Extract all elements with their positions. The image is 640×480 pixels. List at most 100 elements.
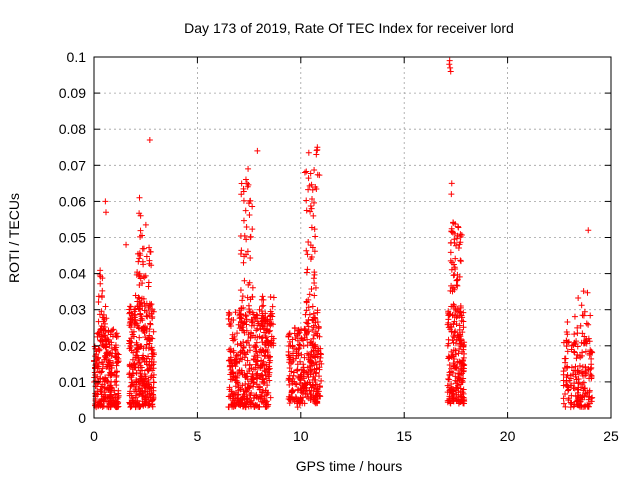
- data-point: [140, 295, 147, 302]
- y-tick-label: 0: [78, 410, 86, 426]
- data-point: [316, 383, 323, 390]
- data-point: [228, 360, 235, 367]
- data-point: [235, 401, 242, 408]
- data-point: [316, 358, 323, 365]
- data-point: [127, 318, 134, 325]
- data-point: [252, 314, 259, 321]
- data-point: [310, 324, 317, 331]
- data-point: [96, 311, 103, 318]
- data-point: [304, 266, 311, 273]
- data-point: [312, 392, 319, 399]
- data-point: [245, 331, 252, 338]
- data-point: [146, 402, 153, 409]
- data-point: [570, 385, 577, 392]
- data-point: [133, 348, 140, 355]
- data-point: [304, 251, 311, 258]
- data-point: [126, 306, 133, 313]
- data-point: [240, 185, 247, 192]
- data-point: [295, 386, 302, 393]
- data-point: [445, 336, 452, 343]
- data-point: [568, 392, 575, 399]
- data-point: [579, 330, 586, 337]
- data-point: [258, 398, 265, 405]
- data-point: [575, 379, 582, 386]
- data-point: [95, 293, 102, 300]
- data-point: [113, 403, 120, 410]
- data-point: [240, 217, 247, 224]
- data-point: [285, 333, 292, 340]
- data-point: [135, 305, 142, 312]
- data-point: [303, 207, 310, 214]
- data-point: [102, 344, 109, 351]
- data-point: [578, 302, 585, 309]
- data-point: [139, 393, 146, 400]
- data-point: [452, 255, 459, 262]
- data-point: [307, 256, 314, 263]
- data-point: [264, 382, 271, 389]
- data-point: [564, 348, 571, 355]
- data-point: [312, 284, 319, 291]
- data-point: [132, 311, 139, 318]
- data-point: [232, 356, 239, 363]
- data-point: [264, 326, 271, 333]
- data-point: [580, 288, 587, 295]
- data-point: [248, 389, 255, 396]
- data-point: [102, 198, 109, 205]
- data-point: [97, 388, 104, 395]
- data-point: [135, 272, 142, 279]
- data-point: [458, 379, 465, 386]
- data-point: [227, 356, 234, 363]
- data-point: [586, 388, 593, 395]
- data-point: [457, 337, 464, 344]
- data-point: [585, 227, 592, 234]
- data-point: [127, 388, 134, 395]
- data-point: [585, 366, 592, 373]
- data-point: [573, 376, 580, 383]
- data-point: [148, 310, 155, 317]
- data-point: [142, 334, 149, 341]
- data-point: [239, 319, 246, 326]
- data-point: [318, 377, 325, 384]
- data-point: [102, 375, 109, 382]
- data-point: [302, 381, 309, 388]
- data-point: [583, 320, 590, 327]
- data-point: [143, 300, 150, 307]
- data-point: [288, 387, 295, 394]
- data-point: [252, 348, 259, 355]
- data-point: [297, 394, 304, 401]
- data-point: [314, 398, 321, 405]
- data-point: [148, 383, 155, 390]
- data-point: [448, 380, 455, 387]
- data-point: [136, 325, 143, 332]
- data-point: [308, 360, 315, 367]
- data-point: [263, 361, 270, 368]
- data-point: [140, 245, 147, 252]
- data-point: [136, 295, 143, 302]
- data-point: [129, 370, 136, 377]
- data-point: [235, 380, 242, 387]
- data-point: [294, 337, 301, 344]
- data-point: [226, 310, 233, 317]
- data-point: [317, 345, 324, 352]
- data-point: [249, 226, 256, 233]
- data-point: [227, 366, 234, 373]
- data-point: [263, 391, 270, 398]
- data-point: [311, 167, 318, 174]
- data-point: [95, 378, 102, 385]
- data-point: [98, 308, 105, 315]
- data-point: [316, 373, 323, 380]
- data-point: [238, 180, 245, 187]
- data-point: [582, 339, 589, 346]
- data-point: [303, 269, 310, 276]
- data-point: [450, 285, 457, 292]
- data-point: [263, 337, 270, 344]
- data-point: [249, 203, 256, 210]
- data-point: [97, 280, 104, 287]
- data-point: [572, 393, 579, 400]
- data-point: [256, 386, 263, 393]
- y-axis-label: ROTI / TECUs: [6, 193, 22, 283]
- data-point: [560, 377, 567, 384]
- data-point: [307, 208, 314, 215]
- data-point: [448, 348, 455, 355]
- data-point: [104, 403, 111, 410]
